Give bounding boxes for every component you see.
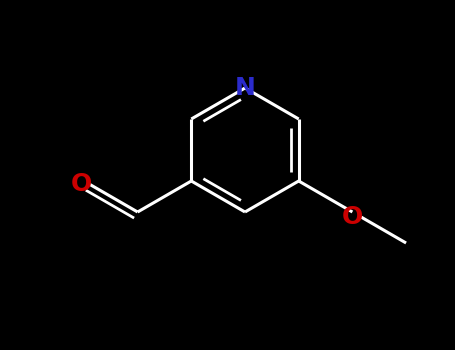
Text: N: N — [235, 76, 255, 100]
Text: O: O — [71, 172, 92, 196]
Text: O: O — [342, 205, 363, 229]
